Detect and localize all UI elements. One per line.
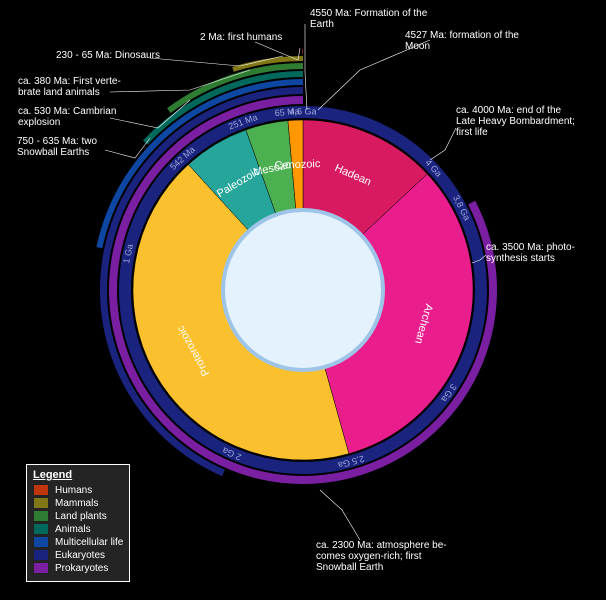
- legend-swatch: [33, 536, 49, 548]
- callout: 4550 Ma: Formation of the Earth: [310, 8, 450, 30]
- callout: ca. 4000 Ma: end of theLate Heavy Bombar…: [456, 105, 575, 138]
- legend-swatch: [33, 523, 49, 535]
- inner-circle: [223, 210, 383, 370]
- ring-humans: [302, 49, 303, 54]
- callout: 4527 Ma: formation of the Moon: [405, 30, 545, 52]
- legend-label: Prokaryotes: [55, 563, 108, 574]
- legend-title: Legend: [33, 469, 123, 481]
- legend-item: Mammals: [33, 497, 123, 509]
- leader-line: [430, 128, 456, 160]
- legend-item: Land plants: [33, 510, 123, 522]
- legend-swatch: [33, 562, 49, 574]
- legend-item: Humans: [33, 484, 123, 496]
- callout: 230 - 65 Ma: Dinosaurs: [56, 50, 160, 61]
- legend-label: Land plants: [55, 511, 107, 522]
- legend-item: Eukaryotes: [33, 549, 123, 561]
- legend-label: Mammals: [55, 498, 98, 509]
- legend-swatch: [33, 510, 49, 522]
- legend-item: Multicellular life: [33, 536, 123, 548]
- callout: ca. 2300 Ma: atmosphere be-comes oxygen-…: [316, 540, 447, 573]
- callout: 750 - 635 Ma: twoSnowball Earths: [17, 136, 97, 158]
- callout: 2 Ma: first humans: [200, 32, 282, 43]
- leader-line: [305, 24, 307, 110]
- callout: ca. 380 Ma: First verte-brate land anima…: [18, 76, 121, 98]
- legend-item: Prokaryotes: [33, 562, 123, 574]
- legend: Legend Humans Mammals Land plants Animals Mu…: [26, 464, 130, 582]
- legend-swatch: [33, 497, 49, 509]
- legend-label: Humans: [55, 485, 92, 496]
- callout: ca. 530 Ma: Cambrianexplosion: [18, 106, 116, 128]
- legend-label: Eukaryotes: [55, 550, 105, 561]
- legend-label: Animals: [55, 524, 91, 535]
- callout: ca. 3500 Ma: photo-synthesis starts: [486, 242, 575, 264]
- legend-label: Multicellular life: [55, 537, 123, 548]
- leader-line: [320, 490, 360, 540]
- eon-label: Cenozoic: [274, 158, 321, 172]
- legend-swatch: [33, 549, 49, 561]
- legend-swatch: [33, 484, 49, 496]
- legend-item: Animals: [33, 523, 123, 535]
